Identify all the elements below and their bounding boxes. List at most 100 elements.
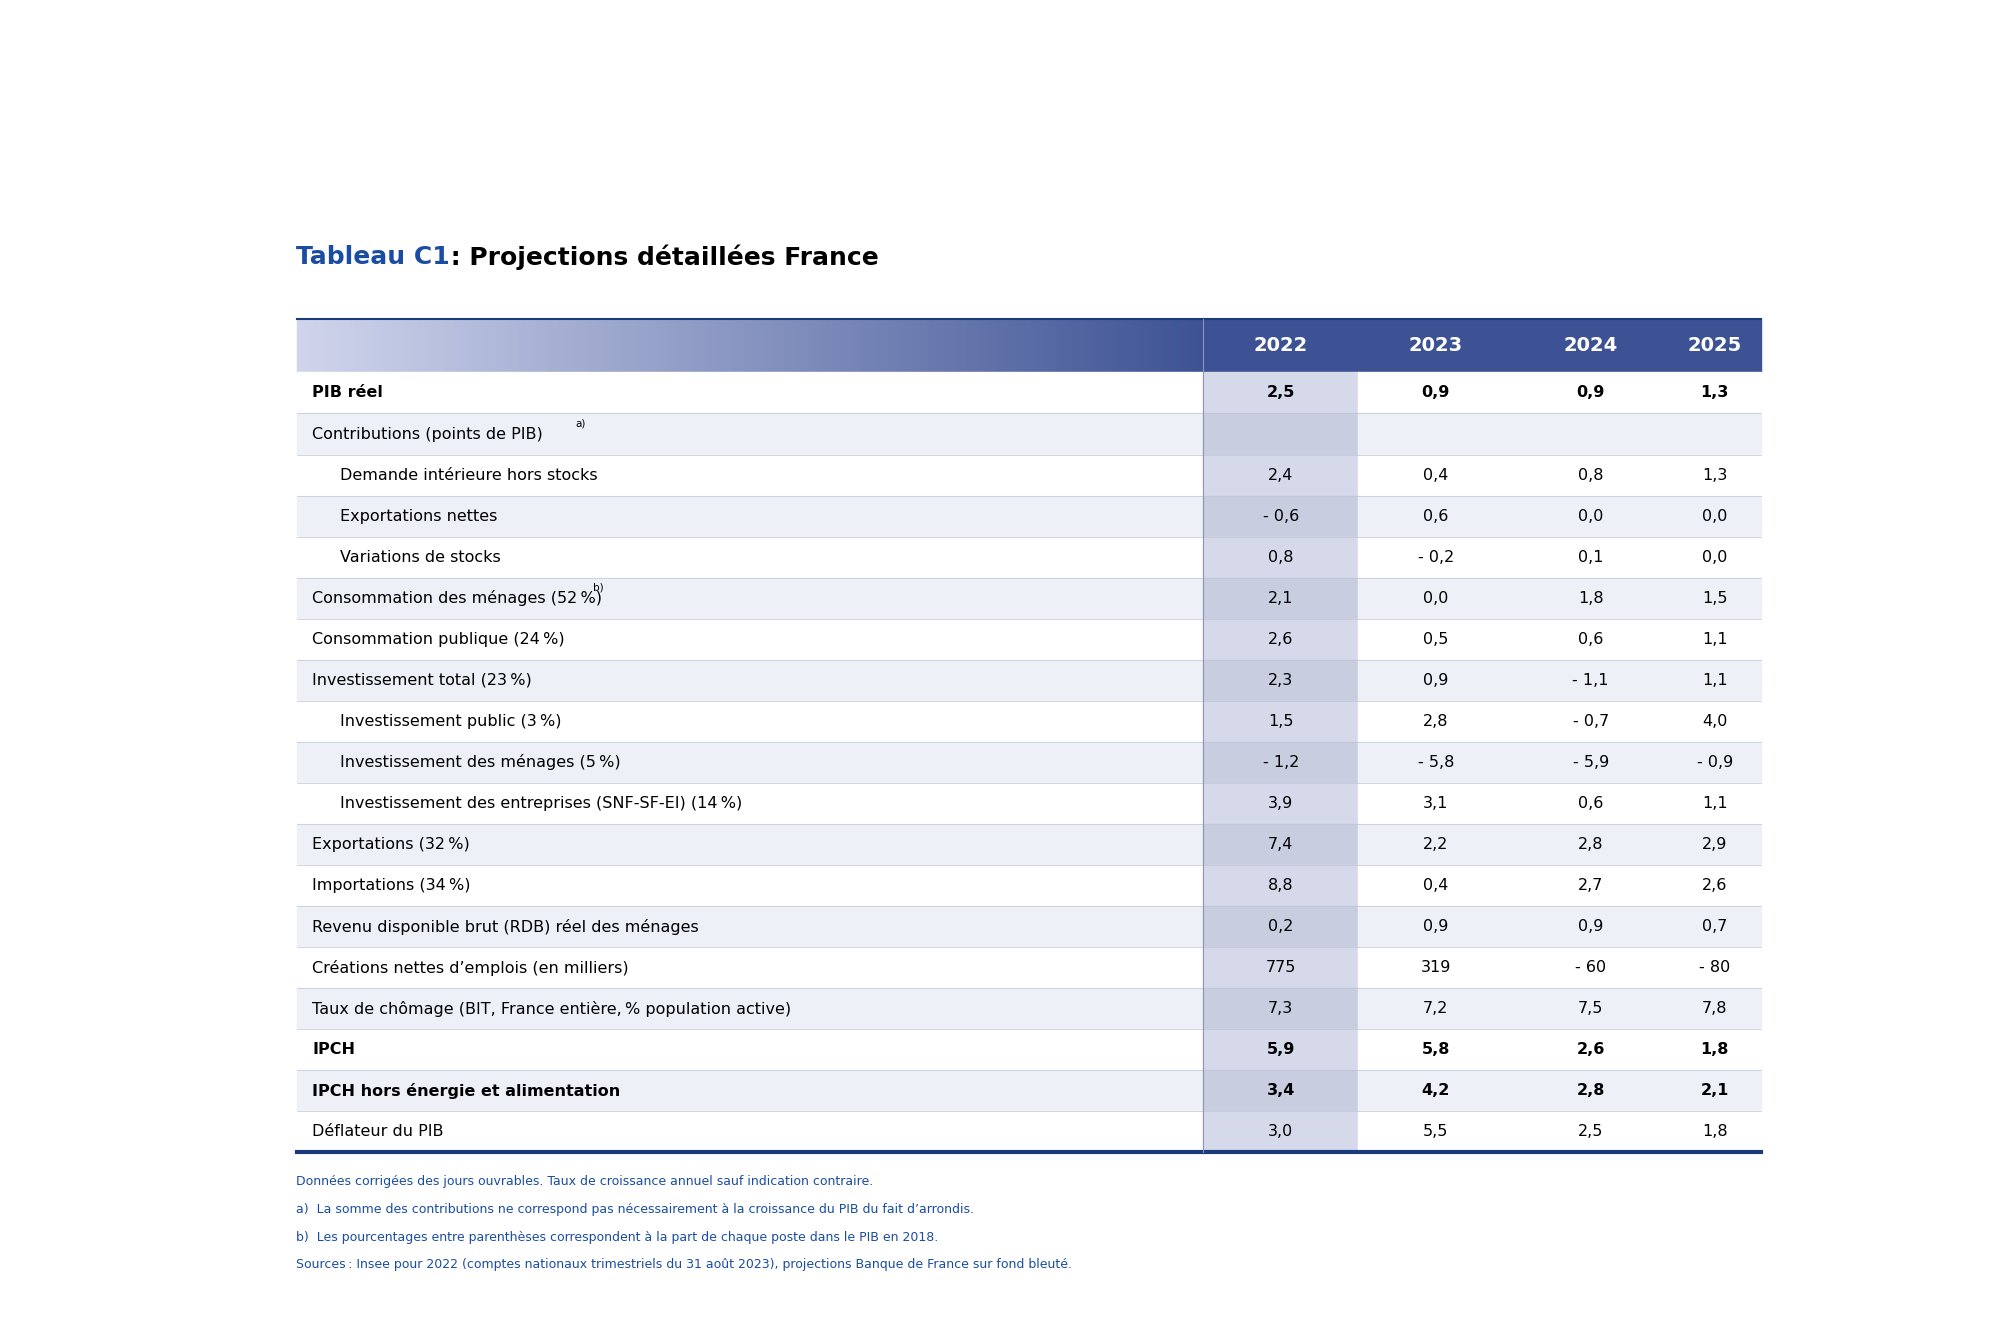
Text: 0,4: 0,4 (1424, 468, 1448, 483)
Bar (650, 319, 654, 372)
Bar (1514, 577, 1668, 619)
Bar (914, 319, 918, 372)
Bar (450, 319, 456, 372)
Bar (296, 824, 1204, 865)
Bar (618, 319, 622, 372)
Bar (786, 319, 790, 372)
Bar (696, 319, 700, 372)
Bar (1514, 496, 1668, 537)
Text: 0,8: 0,8 (1268, 549, 1294, 565)
Bar (496, 319, 500, 372)
Bar (296, 496, 1204, 537)
Bar (414, 319, 418, 372)
Text: 0,0: 0,0 (1702, 549, 1728, 565)
Text: - 80: - 80 (1700, 960, 1730, 976)
Bar (1514, 660, 1668, 701)
Bar (1668, 906, 1762, 948)
Bar (614, 319, 618, 372)
Text: IPCH hors énergie et alimentation: IPCH hors énergie et alimentation (312, 1082, 620, 1098)
Bar (654, 319, 660, 372)
Bar (1204, 865, 1358, 906)
Text: 0,9: 0,9 (1424, 673, 1448, 688)
Bar (1514, 988, 1668, 1029)
Bar (1668, 660, 1762, 701)
Text: 1,3: 1,3 (1700, 385, 1728, 400)
Bar (296, 660, 1204, 701)
Text: - 0,7: - 0,7 (1572, 714, 1608, 729)
Bar (492, 319, 496, 372)
Bar (1112, 319, 1118, 372)
Text: Variations de stocks: Variations de stocks (340, 549, 500, 565)
Bar (846, 319, 850, 372)
Text: 1,1: 1,1 (1702, 796, 1728, 810)
Bar (518, 319, 524, 372)
Bar (536, 319, 542, 372)
Bar (1144, 319, 1148, 372)
Bar (718, 319, 722, 372)
Bar (1004, 319, 1008, 372)
Bar (1668, 577, 1762, 619)
Bar (1358, 906, 1514, 948)
Bar (1158, 319, 1162, 372)
Text: Investissement des entreprises (SNF-SF-EI) (14 %): Investissement des entreprises (SNF-SF-E… (340, 796, 742, 810)
Text: 1,5: 1,5 (1268, 714, 1294, 729)
Bar (882, 319, 886, 372)
Text: 775: 775 (1266, 960, 1296, 976)
Bar (1204, 619, 1358, 660)
Bar (532, 319, 536, 372)
Bar (1062, 319, 1068, 372)
Bar (1358, 988, 1514, 1029)
Bar (370, 319, 374, 372)
Bar (840, 319, 846, 372)
Bar (1204, 537, 1358, 577)
Text: - 0,6: - 0,6 (1262, 509, 1298, 524)
Bar (962, 319, 968, 372)
Bar (546, 319, 550, 372)
Bar (442, 319, 446, 372)
Bar (596, 319, 600, 372)
Bar (1358, 496, 1514, 537)
Bar (296, 948, 1204, 988)
Bar (396, 319, 400, 372)
Bar (1026, 319, 1030, 372)
Text: 0,9: 0,9 (1578, 920, 1604, 934)
Bar (578, 319, 582, 372)
Bar (1514, 906, 1668, 948)
Bar (1668, 455, 1762, 496)
Bar (328, 319, 332, 372)
Text: 3,4: 3,4 (1266, 1084, 1294, 1098)
Text: 7,8: 7,8 (1702, 1001, 1728, 1016)
Bar (800, 319, 804, 372)
Bar (1358, 948, 1514, 988)
Bar (296, 619, 1204, 660)
Text: 2025: 2025 (1688, 336, 1742, 355)
Bar (586, 319, 592, 372)
Bar (1108, 319, 1112, 372)
Bar (628, 319, 632, 372)
Text: Déflateur du PIB: Déflateur du PIB (312, 1125, 444, 1140)
Bar (550, 319, 554, 372)
Bar (392, 319, 396, 372)
Bar (296, 988, 1204, 1029)
Bar (438, 319, 442, 372)
Bar (1080, 319, 1086, 372)
Bar (486, 319, 492, 372)
Bar (428, 319, 432, 372)
Bar (1030, 319, 1036, 372)
Bar (682, 319, 686, 372)
Bar (808, 319, 814, 372)
Bar (804, 319, 808, 372)
Text: 1,1: 1,1 (1702, 673, 1728, 688)
Bar (1094, 319, 1098, 372)
Bar (1058, 319, 1062, 372)
Bar (1668, 865, 1762, 906)
Bar (1514, 319, 1668, 372)
Bar (1126, 319, 1130, 372)
Text: 0,9: 0,9 (1424, 920, 1448, 934)
Bar (668, 319, 672, 372)
Bar (1162, 319, 1166, 372)
Bar (1514, 413, 1668, 455)
Bar (388, 319, 392, 372)
Text: 0,4: 0,4 (1424, 878, 1448, 893)
Bar (542, 319, 546, 372)
